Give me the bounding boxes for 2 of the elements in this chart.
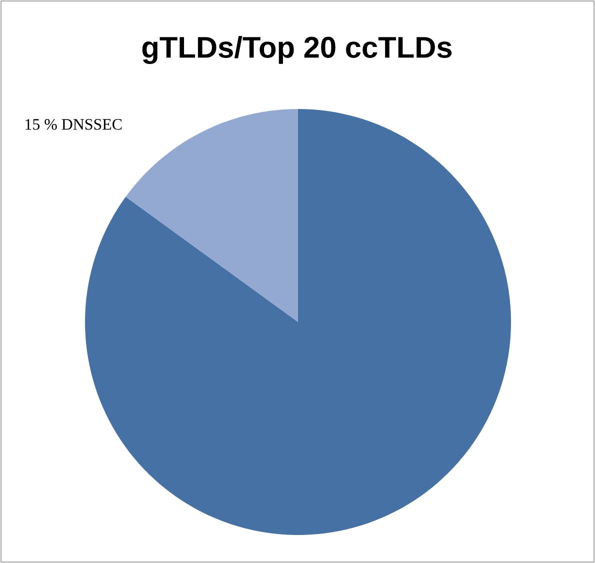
slice-label: 15 % DNSSEC [26,118,122,130]
chart-title: gTLDs/Top 20 ccTLDs [142,36,452,64]
